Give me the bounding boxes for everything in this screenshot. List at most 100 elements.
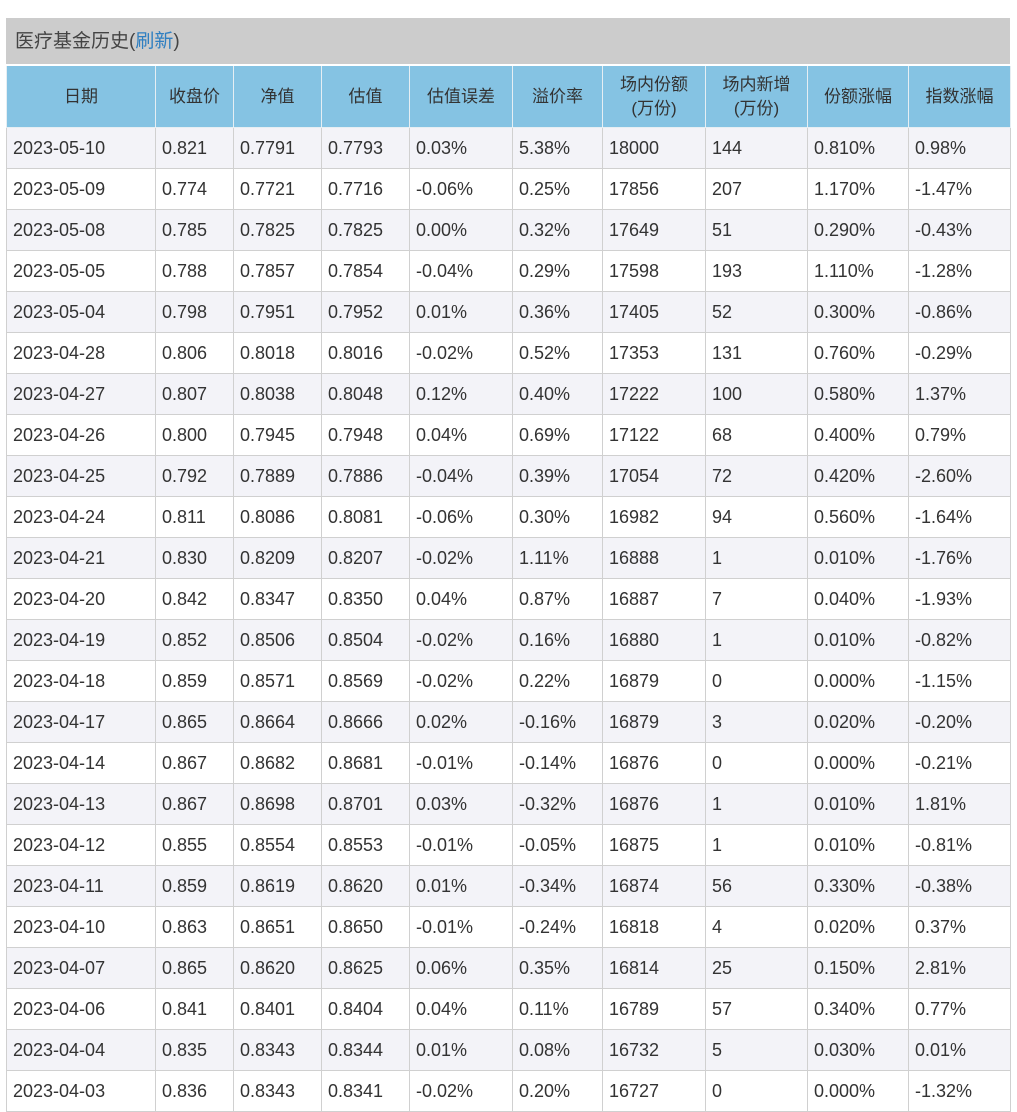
column-header-label: 估值 <box>348 86 383 106</box>
table-cell: -0.02% <box>409 537 513 579</box>
table-cell: 0.7716 <box>321 168 410 210</box>
table-cell: 0.52% <box>512 332 603 374</box>
table-cell: 2023-04-21 <box>6 537 156 579</box>
table-cell: 0.02% <box>409 701 513 743</box>
table-cell: -1.15% <box>908 660 1011 702</box>
table-cell: 2023-04-25 <box>6 455 156 497</box>
table-cell: -0.06% <box>409 496 513 538</box>
table-cell: 0.8620 <box>321 865 410 907</box>
table-cell: 2023-05-09 <box>6 168 156 210</box>
table-row: 2023-04-20 0.842 0.8347 0.8350 0.04% 0.87% 168… <box>6 578 1011 620</box>
table-cell: 0.330% <box>807 865 909 907</box>
table-cell: 0.798 <box>155 291 234 333</box>
table-cell: 0.010% <box>807 537 909 579</box>
table-cell: 0.580% <box>807 373 909 415</box>
table-cell: -0.20% <box>908 701 1011 743</box>
table-cell: 0.792 <box>155 455 234 497</box>
column-header-label: 净值 <box>260 86 295 106</box>
column-header[interactable]: 估值 <box>321 64 410 128</box>
table-row: 2023-04-04 0.835 0.8343 0.8344 0.01% 0.08% 167… <box>6 1029 1011 1071</box>
table-cell: 2023-04-03 <box>6 1070 156 1112</box>
table-cell: 0.8018 <box>233 332 322 374</box>
table-cell: 0.8343 <box>233 1029 322 1071</box>
table-cell: 144 <box>705 127 808 169</box>
table-cell: 0.859 <box>155 865 234 907</box>
table-cell: 0.8350 <box>321 578 410 620</box>
table-row: 2023-04-21 0.830 0.8209 0.8207 -0.02% 1.11% 16… <box>6 537 1011 579</box>
table-cell: 0.7791 <box>233 127 322 169</box>
table-cell: -0.01% <box>409 906 513 948</box>
table-cell: 2023-05-05 <box>6 250 156 292</box>
table-row: 2023-04-10 0.863 0.8651 0.8650 -0.01% -0.24% 1… <box>6 906 1011 948</box>
table-cell: -0.32% <box>512 783 603 825</box>
table-cell: 0.8081 <box>321 496 410 538</box>
table-cell: 0.000% <box>807 1070 909 1112</box>
refresh-link[interactable]: 刷新 <box>135 31 174 52</box>
table-cell: 0.7825 <box>233 209 322 251</box>
table-cell: 51 <box>705 209 808 251</box>
column-header[interactable]: 指数涨幅 <box>908 64 1011 128</box>
table-cell: 0.7948 <box>321 414 410 456</box>
column-header[interactable]: 场内份额 (万份) <box>602 64 706 128</box>
table-cell: 56 <box>705 865 808 907</box>
table-cell: 17649 <box>602 209 706 251</box>
table-cell: 0.11% <box>512 988 603 1030</box>
table-cell: 0.7854 <box>321 250 410 292</box>
table-cell: 0.8554 <box>233 824 322 866</box>
table-row: 2023-05-08 0.785 0.7825 0.7825 0.00% 0.32% 176… <box>6 209 1011 251</box>
table-cell: 0.8625 <box>321 947 410 989</box>
table-cell: -1.76% <box>908 537 1011 579</box>
table-cell: -0.01% <box>409 824 513 866</box>
table-cell: 0.8038 <box>233 373 322 415</box>
table-cell: 1.37% <box>908 373 1011 415</box>
table-cell: 1 <box>705 783 808 825</box>
table-cell: 0.8401 <box>233 988 322 1030</box>
table-cell: 1 <box>705 824 808 866</box>
column-header[interactable]: 估值误差 <box>409 64 513 128</box>
column-header[interactable]: 收盘价 <box>155 64 234 128</box>
table-cell: 0.835 <box>155 1029 234 1071</box>
table-cell: -1.32% <box>908 1070 1011 1112</box>
column-header[interactable]: 场内新增 (万份) <box>705 64 808 128</box>
table-cell: 0.8701 <box>321 783 410 825</box>
table-cell: 0.785 <box>155 209 234 251</box>
column-header-label: 份额涨幅 <box>824 86 892 106</box>
table-cell: 0.36% <box>512 291 603 333</box>
table-cell: 0.010% <box>807 619 909 661</box>
column-header[interactable]: 日期 <box>6 64 156 128</box>
table-cell: 0.37% <box>908 906 1011 948</box>
table-cell: 0.7951 <box>233 291 322 333</box>
table-row: 2023-04-27 0.807 0.8038 0.8048 0.12% 0.40% 172… <box>6 373 1011 415</box>
table-cell: -0.14% <box>512 742 603 784</box>
table-cell: 0.29% <box>512 250 603 292</box>
table-cell: 0.25% <box>512 168 603 210</box>
table-cell: -0.02% <box>409 660 513 702</box>
table-cell: 0.04% <box>409 988 513 1030</box>
table-cell: 0.7721 <box>233 168 322 210</box>
table-cell: -0.38% <box>908 865 1011 907</box>
table-cell: 0.836 <box>155 1070 234 1112</box>
table-cell: -1.64% <box>908 496 1011 538</box>
table-cell: 0.01% <box>409 291 513 333</box>
table-cell: 0.855 <box>155 824 234 866</box>
column-header-label: 估值误差 <box>427 86 495 106</box>
table-cell: 0.8681 <box>321 742 410 784</box>
table-cell: 0.30% <box>512 496 603 538</box>
table-cell: 16880 <box>602 619 706 661</box>
table-cell: 0.300% <box>807 291 909 333</box>
history-table: 日期 收盘价 净值 估值 估值误差 溢价率 场内份额 (万份) 场内新增 (万份) 份额涨幅 指数涨幅… <box>6 64 1011 1112</box>
table-cell: 2023-04-07 <box>6 947 156 989</box>
table-cell: 0.830 <box>155 537 234 579</box>
table-cell: 2023-05-08 <box>6 209 156 251</box>
table-cell: -0.02% <box>409 619 513 661</box>
column-header[interactable]: 净值 <box>233 64 322 128</box>
table-cell: 0.16% <box>512 619 603 661</box>
table-cell: -0.01% <box>409 742 513 784</box>
fund-history-panel: 医疗基金历史(刷新) 日期 收盘价 净值 估值 估值误差 溢价率 场内份额 (万份) 场内新增 (… <box>6 18 1011 1112</box>
table-cell: 0.8666 <box>321 701 410 743</box>
table-cell: 2023-04-17 <box>6 701 156 743</box>
table-cell: 0.340% <box>807 988 909 1030</box>
column-header[interactable]: 溢价率 <box>512 64 603 128</box>
column-header[interactable]: 份额涨幅 <box>807 64 909 128</box>
table-cell: 0.87% <box>512 578 603 620</box>
